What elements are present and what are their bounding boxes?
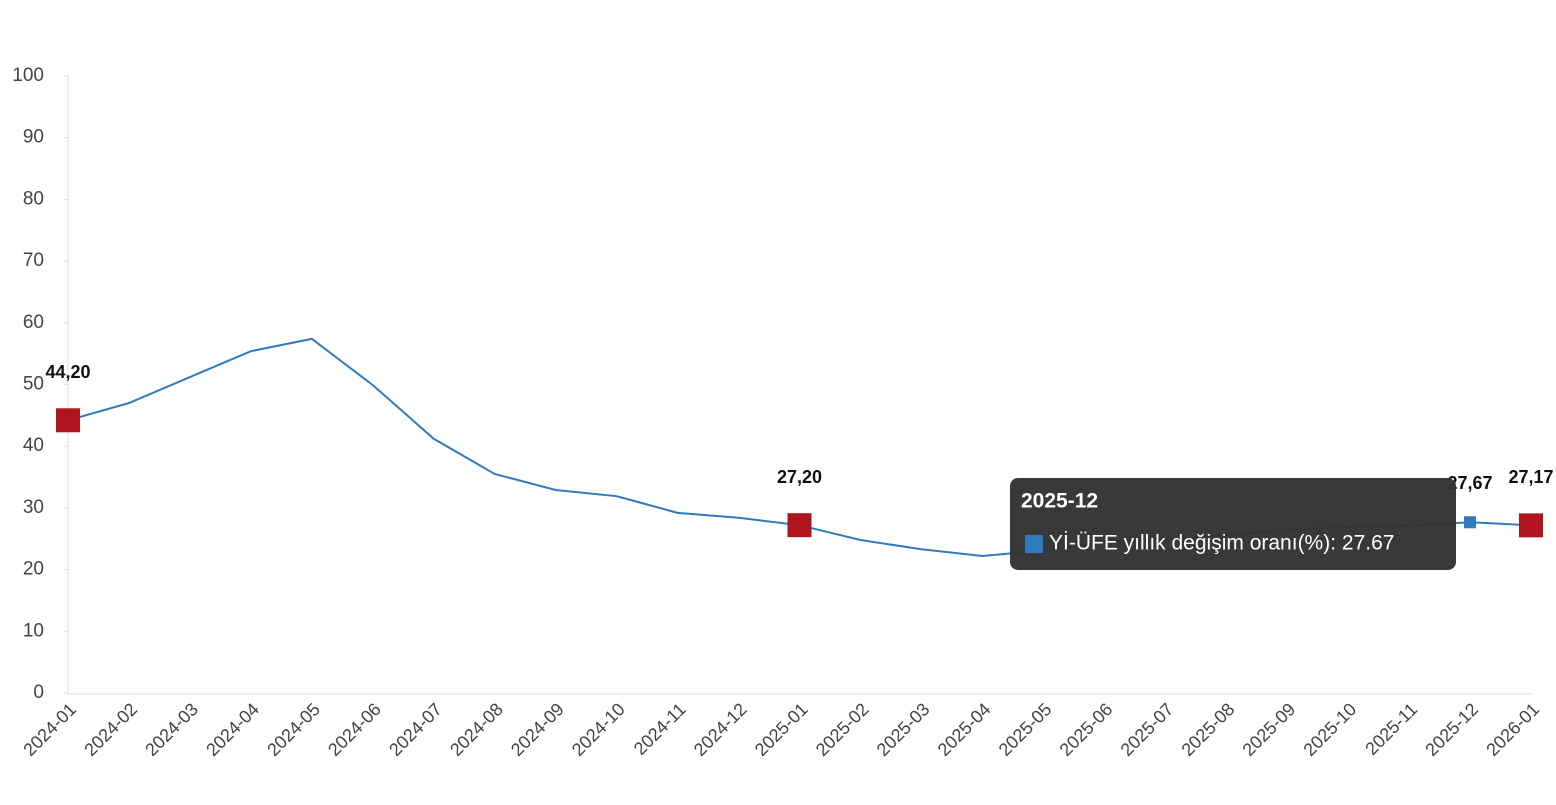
y-tick-label: 80 [23, 188, 44, 209]
data-label: 44,20 [45, 362, 90, 382]
x-tick-label: 2025-04 [934, 699, 995, 760]
y-tick-label: 60 [23, 312, 44, 333]
x-tick-label: 2025-09 [1238, 699, 1299, 760]
x-tick-label: 2024-04 [202, 699, 263, 760]
marker [56, 408, 80, 433]
tooltip-swatch [1025, 535, 1043, 553]
data-label: 27,17 [1508, 467, 1553, 487]
y-tick-label: 70 [23, 250, 44, 271]
marker [1464, 516, 1477, 529]
tooltip-box [1010, 478, 1456, 570]
x-tick-label: 2025-07 [1117, 699, 1178, 760]
tooltip-title: 2025-12 [1021, 490, 1098, 513]
x-tick-label: 2025-11 [1361, 699, 1421, 759]
x-tick-label: 2025-06 [1056, 699, 1117, 760]
y-tick-label: 90 [23, 127, 44, 148]
x-tick-label: 2025-08 [1178, 699, 1239, 760]
x-tick-label: 2024-03 [141, 699, 202, 760]
y-tick-label: 100 [12, 65, 44, 86]
data-label: 27,20 [777, 467, 822, 487]
x-tick-label: 2025-02 [812, 699, 873, 760]
y-tick-label: 50 [23, 374, 44, 395]
y-tick-label: 20 [23, 559, 44, 580]
x-tick-label: 2024-10 [568, 699, 629, 760]
x-tick-label: 2025-03 [873, 699, 934, 760]
x-tick-label: 2024-05 [263, 699, 324, 760]
tooltip: 2025-12 Yİ-ÜFE yıllık değişim oranı(%): 2… [1010, 478, 1456, 570]
marker [1519, 513, 1543, 538]
y-tick-label: 0 [33, 682, 44, 703]
x-tick-label: 2024-12 [690, 699, 751, 760]
marker [787, 513, 812, 538]
y-tick-label: 30 [23, 497, 44, 518]
x-tick-label: 2024-02 [80, 699, 141, 760]
x-tick-label: 2024-01 [19, 699, 80, 760]
data-label: 27,67 [1448, 473, 1493, 493]
y-tick-label: 40 [23, 435, 44, 456]
y-tick-label: 10 [23, 620, 44, 641]
tooltip-text: Yİ-ÜFE yıllık değişim oranı(%): 27.67 [1049, 532, 1394, 555]
x-tick-label: 2026-01 [1482, 699, 1543, 760]
x-tick-label: 2024-09 [507, 699, 568, 760]
x-tick-label: 2024-06 [324, 699, 385, 760]
x-tick-label: 2024-08 [446, 699, 507, 760]
x-tick-label: 2024-07 [385, 699, 446, 760]
x-tick-label: 2025-10 [1299, 699, 1360, 760]
x-tick-label: 2025-05 [995, 699, 1056, 760]
x-tick-label: 2024-11 [630, 699, 690, 759]
x-tick-label: 2025-12 [1421, 699, 1482, 760]
x-tick-label: 2025-01 [751, 699, 812, 760]
